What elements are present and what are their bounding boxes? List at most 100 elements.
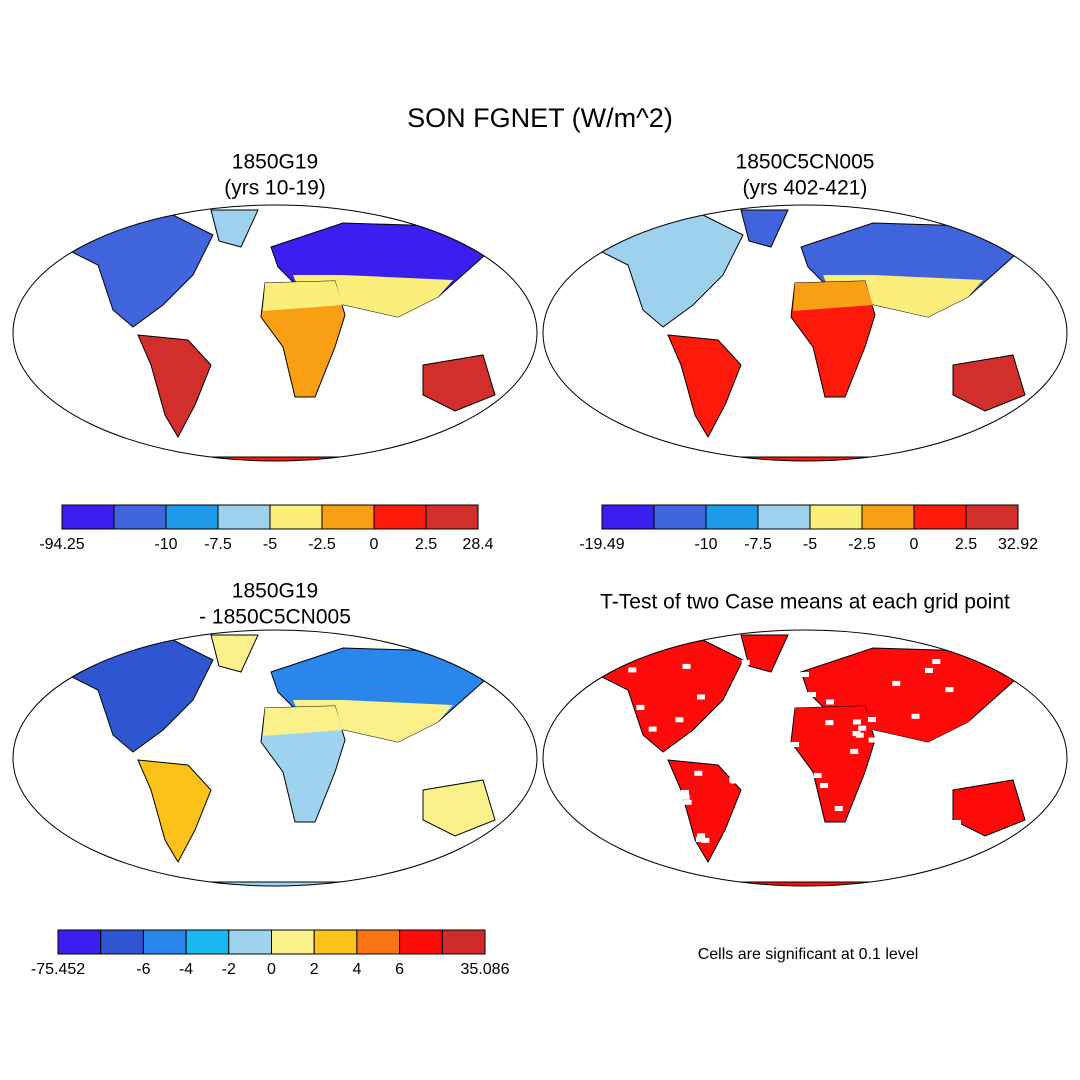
cell [936,738,944,743]
colorbar-label: -7.5 [204,536,232,553]
colorbar-label: 2.5 [415,536,437,553]
colorbar-box [271,929,315,955]
cell [791,742,799,747]
cell [628,667,637,673]
colorbar-label: 2 [310,961,319,978]
panel-title: 1850G19 [232,580,318,603]
note: Cells are significant at 0.1 level [698,946,919,963]
land-afn [263,706,343,736]
colorbar-box [217,504,271,530]
colorbar-label: -2.5 [308,536,336,553]
land-gl [740,634,789,673]
land-gl [740,209,789,248]
map-border [542,204,1068,462]
cell [932,659,941,664]
colorbar-box [757,504,811,530]
map [13,630,537,886]
colorbar-box [100,929,144,955]
colorbar-label: -4 [179,961,193,978]
colorbar-label: 35.086 [461,961,510,978]
colorbar-label: 32.92 [998,536,1038,553]
map [543,630,1067,886]
land-na [587,639,744,753]
colorbar-box [913,504,967,530]
cell [801,672,809,677]
cell [852,731,861,737]
colorbar-box [61,504,115,530]
colorbar-label: -7.5 [744,536,772,553]
cell [682,663,691,669]
colorbar-label: 4 [352,961,361,978]
cell [892,680,901,686]
cell [808,692,816,697]
colorbar-label: -5 [803,536,817,553]
land-na [57,639,214,753]
land-afn [263,281,343,311]
cell [865,772,873,777]
land-gl [210,209,259,248]
colorbar-box [399,929,443,955]
colorbar-label: 6 [395,961,404,978]
colorbar-box [165,504,219,530]
land-an [582,456,1034,461]
colorbar-box [965,504,1019,530]
land-an [52,881,504,886]
cell [813,773,822,778]
cell [681,790,689,795]
colorbar-label: -10 [154,536,177,553]
cell [694,770,703,776]
cell [697,694,705,700]
cell [688,733,697,739]
colorbar-box [313,929,358,955]
land-au [952,779,1026,837]
land-sa [137,759,212,864]
map-border [12,204,538,462]
cell [588,670,596,675]
colorbar-box [861,504,915,530]
cell [697,833,706,839]
land-gl [210,634,259,673]
cell [741,659,750,665]
figure-title: SON FGNET (W/m^2) [407,103,673,133]
colorbar-box [653,504,707,530]
land-an [582,881,1034,886]
map-border [12,629,538,887]
colorbar-box [57,929,102,955]
panel-title: (yrs 10-19) [224,177,326,200]
colorbar-box [373,504,427,530]
colorbar-label: -2 [222,961,236,978]
colorbar-label: 0 [910,536,919,553]
cell [834,806,843,811]
colorbar-label: 0 [370,536,379,553]
colorbar-label: 0 [267,961,276,978]
cell [681,794,690,800]
colorbar-box [425,504,479,530]
cell [858,725,867,731]
cell [853,719,861,725]
cell [820,783,829,788]
colorbar-label: -2.5 [848,536,876,553]
colorbar-label: -6 [136,961,150,978]
land-sa [137,334,212,439]
panel-title: 1850G19 [232,151,318,174]
panel-title: T-Test of two Case means at each grid po… [600,591,1010,614]
cell [636,704,645,710]
cell [953,820,961,825]
colorbar-box [142,929,187,955]
colorbar-label: 28.4 [462,536,493,553]
cell [925,668,933,673]
cell [695,837,704,842]
cell [868,717,876,722]
map-border [542,629,1068,887]
land-an [52,456,504,461]
panel-title: (yrs 402-421) [743,177,868,200]
cell [683,799,692,805]
colorbar-box [185,929,230,955]
land-na [587,214,744,328]
cell [826,699,834,705]
cell [648,726,657,732]
panel-title: 1850C5CN005 [736,151,875,174]
land-au [422,779,496,837]
cell [731,682,740,688]
